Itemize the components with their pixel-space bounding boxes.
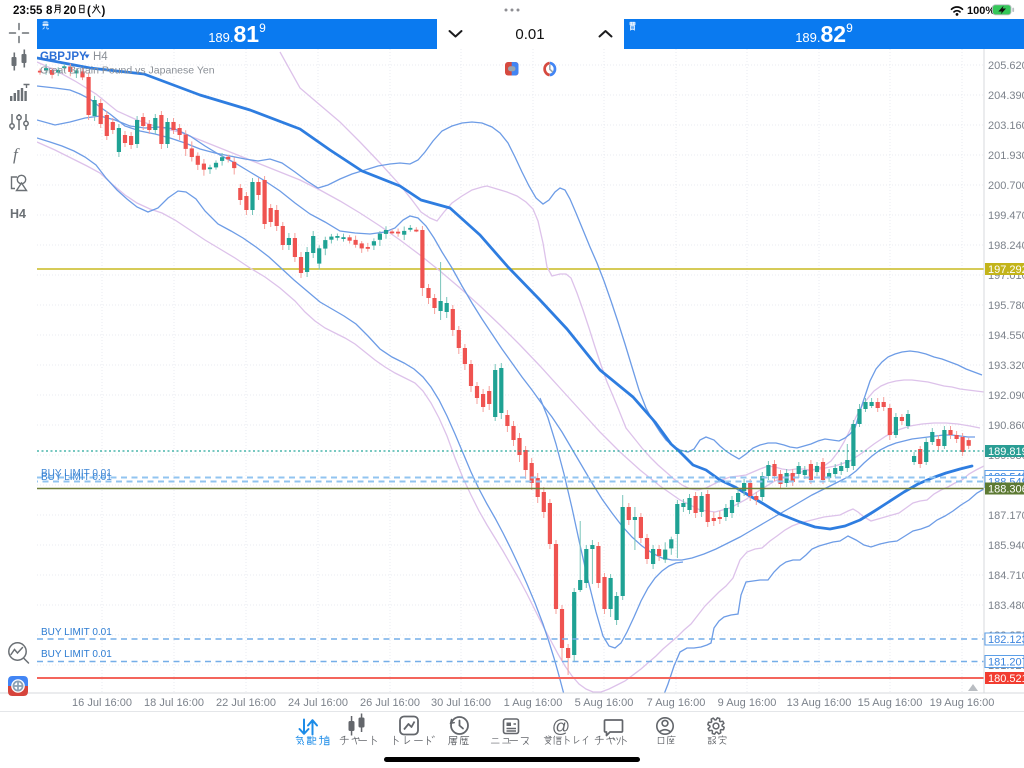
svg-text:203.160: 203.160 (988, 120, 1024, 132)
svg-text:194.550: 194.550 (988, 330, 1024, 342)
svg-text:189.819: 189.819 (208, 21, 266, 47)
svg-text:205.620: 205.620 (988, 60, 1024, 72)
svg-text:22 Jul 16:00: 22 Jul 16:00 (216, 697, 276, 709)
svg-text:@: @ (552, 717, 570, 737)
svg-text:H4: H4 (10, 207, 26, 221)
svg-text:185.940: 185.940 (988, 540, 1024, 552)
svg-text:183.480: 183.480 (988, 600, 1024, 612)
svg-text:19 Aug 16:00: 19 Aug 16:00 (930, 697, 995, 709)
svg-text:BUY LIMIT 0.01: BUY LIMIT 0.01 (41, 627, 112, 638)
svg-text:5 Aug 16:00: 5 Aug 16:00 (575, 697, 634, 709)
svg-text:189.819: 189.819 (988, 446, 1024, 458)
svg-text:20: 20 (64, 5, 77, 17)
svg-text:204.390: 204.390 (988, 90, 1024, 102)
svg-text:18 Jul 16:00: 18 Jul 16:00 (144, 697, 204, 709)
svg-text:187.170: 187.170 (988, 510, 1024, 522)
svg-text:198.240: 198.240 (988, 240, 1024, 252)
svg-text:1 Aug 16:00: 1 Aug 16:00 (504, 697, 563, 709)
svg-text:201.930: 201.930 (988, 150, 1024, 162)
svg-text:193.320: 193.320 (988, 360, 1024, 372)
svg-text:(: ( (87, 6, 91, 18)
svg-text:Great Britain Pound vs Japanes: Great Britain Pound vs Japanese Yen (40, 65, 215, 77)
svg-text:197.292: 197.292 (988, 264, 1024, 276)
svg-text:188.306: 188.306 (988, 484, 1024, 496)
svg-text:13 Aug 16:00: 13 Aug 16:00 (787, 697, 852, 709)
svg-text:190.860: 190.860 (988, 420, 1024, 432)
svg-text:26 Jul 16:00: 26 Jul 16:00 (360, 697, 420, 709)
svg-text:180.521: 180.521 (988, 673, 1024, 685)
svg-text:30 Jul 16:00: 30 Jul 16:00 (431, 697, 491, 709)
svg-text:184.710: 184.710 (988, 570, 1024, 582)
svg-text:24 Jul 16:00: 24 Jul 16:00 (288, 697, 348, 709)
svg-text:23:55: 23:55 (13, 5, 43, 17)
svg-text:BUY LIMIT 0.01: BUY LIMIT 0.01 (41, 649, 112, 660)
svg-text:181.207: 181.207 (988, 657, 1024, 669)
svg-text:7 Aug 16:00: 7 Aug 16:00 (647, 697, 706, 709)
svg-text:): ) (102, 6, 106, 18)
svg-text:16 Jul 16:00: 16 Jul 16:00 (72, 697, 132, 709)
svg-text:9 Aug 16:00: 9 Aug 16:00 (718, 697, 777, 709)
svg-text:BUY LIMIT 0.01: BUY LIMIT 0.01 (41, 472, 112, 483)
svg-text:GBPJPY: GBPJPY (40, 51, 87, 63)
svg-text:0.01: 0.01 (515, 26, 544, 43)
svg-text:f: f (13, 145, 20, 164)
svg-text:15 Aug 16:00: 15 Aug 16:00 (858, 697, 923, 709)
svg-text:200.700: 200.700 (988, 180, 1024, 192)
svg-text:182.123: 182.123 (988, 634, 1024, 646)
svg-text:195.780: 195.780 (988, 300, 1024, 312)
svg-text:100%: 100% (967, 5, 995, 17)
svg-text:199.470: 199.470 (988, 210, 1024, 222)
svg-text:8: 8 (46, 5, 53, 17)
svg-text:189.829: 189.829 (795, 21, 853, 47)
svg-text:H4: H4 (93, 51, 108, 63)
svg-text:192.090: 192.090 (988, 390, 1024, 402)
svg-text:BUY LIMIT 0.01: BUY LIMIT 0.01 (41, 468, 112, 479)
